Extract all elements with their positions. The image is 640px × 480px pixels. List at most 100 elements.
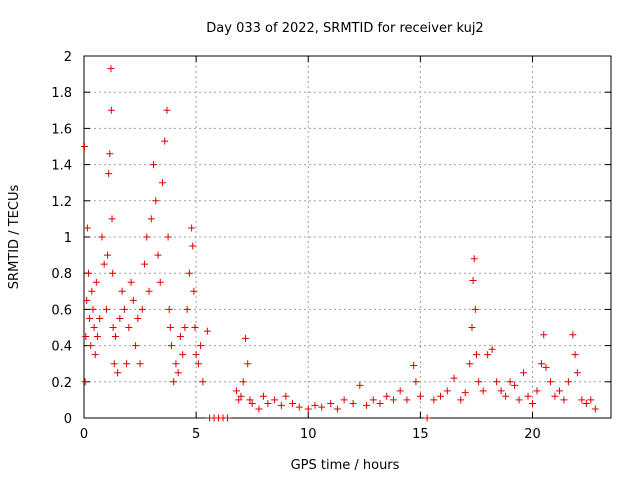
data-point [560,396,568,404]
data-point [147,215,155,223]
data-point [569,331,577,339]
data-point [125,324,133,331]
data-point [194,360,202,368]
data-point [191,324,199,331]
data-point [493,378,501,386]
data-point [239,378,247,386]
data-point [255,405,263,413]
data-point [120,305,128,313]
data-point [110,360,118,368]
data-point [457,396,465,404]
y-tick-label: 0.2 [51,376,72,391]
y-tick-label: 2 [64,50,72,65]
data-point [197,342,205,350]
y-tick-label: 0.4 [51,340,72,355]
data-point [340,396,348,404]
y-axis-label: SRMTID / TECUs [7,185,22,290]
data-point [104,251,112,259]
data-point [475,378,483,386]
data-point [150,161,158,169]
data-point [363,401,371,409]
data-point [472,351,480,359]
data-point [138,305,146,313]
data-point [111,333,119,341]
data-point [241,334,249,342]
data-point [466,360,474,368]
data-point [383,392,391,400]
data-point [129,296,137,304]
data-point [105,170,113,178]
data-point [90,324,98,331]
data-point [529,400,537,408]
data-point [497,387,505,395]
data-point [578,396,586,404]
data-point [154,251,162,259]
data-point [107,65,115,73]
y-tick-label: 0 [64,412,72,427]
data-point [277,401,285,409]
x-tick-label: 15 [412,427,429,442]
data-point [461,389,469,397]
data-point [174,369,182,377]
data-point [123,360,131,368]
data-point [145,287,153,295]
data-point [134,314,142,322]
data-point [271,396,279,404]
tick-layer: 00.20.40.60.811.21.41.61.820 5 10 15 20 [51,50,611,442]
point-layer [80,65,599,422]
data-point [98,233,106,241]
x-tick-label: 10 [300,427,317,442]
x-tick-label: 20 [524,427,541,442]
data-point [468,324,476,331]
data-point [109,324,117,331]
data-point [484,351,492,359]
data-point [188,224,196,232]
data-point [430,396,438,404]
data-point [591,405,599,413]
data-point [83,224,91,232]
data-point [88,287,96,295]
data-point [506,378,514,386]
data-point [587,396,595,404]
y-tick-label: 1.8 [51,86,72,101]
data-point [176,333,184,341]
data-point [102,305,110,313]
y-tick-label: 0.6 [51,303,72,318]
data-point [540,331,548,339]
x-tick-label: 0 [80,427,88,442]
data-point [295,403,303,411]
data-point [192,351,200,359]
y-tick-label: 1.6 [51,122,72,137]
data-point [244,360,252,368]
data-point [164,233,172,241]
data-point [152,197,160,205]
chart-title: Day 033 of 2022, SRMTID for receiver kuj… [206,21,483,36]
data-point [349,400,357,408]
data-point [564,378,572,386]
data-point [203,327,211,335]
data-point [132,342,140,350]
x-axis-label: GPS time / hours [291,458,400,473]
data-point [167,342,175,350]
data-point [189,242,197,250]
data-point [107,106,115,114]
data-point [170,378,178,386]
data-point [156,278,164,286]
data-point [423,414,431,422]
data-point [248,400,256,408]
data-point [84,269,92,277]
data-point [80,143,88,150]
data-point [82,333,90,341]
data-point [264,400,272,408]
data-point [92,278,100,286]
data-point [116,314,124,322]
y-tick-label: 1.2 [51,195,72,210]
data-point [127,278,135,286]
data-point [158,179,166,187]
plot-frame [83,55,612,419]
data-point [443,387,451,395]
data-point [573,369,581,377]
data-point [311,401,319,409]
